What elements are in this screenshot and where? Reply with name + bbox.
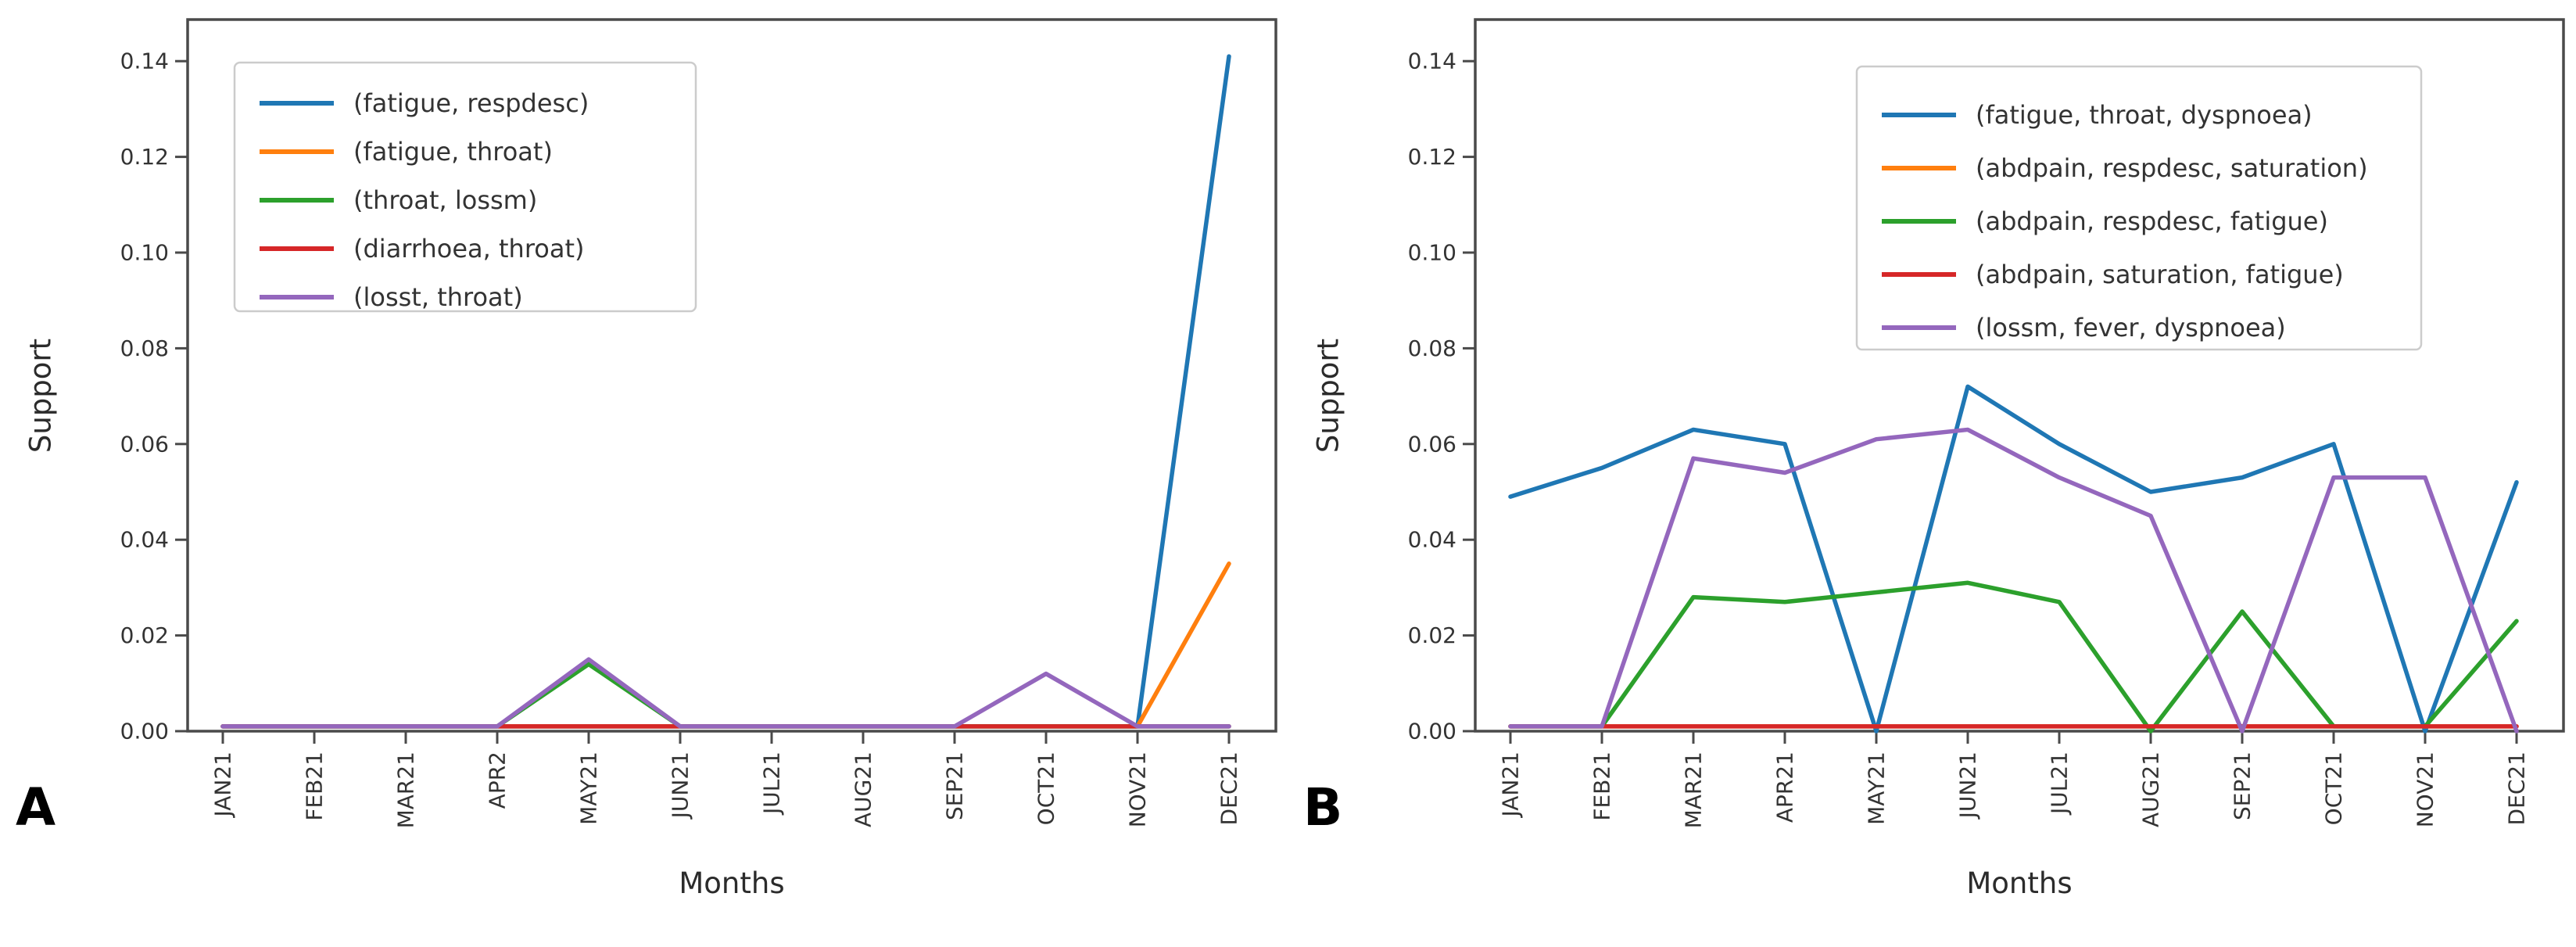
series-line-0 (1508, 384, 2519, 734)
x-tick-label: AUG21 (2138, 752, 2164, 827)
legend: (fatigue, throat, dyspnoea) (abdpain, res… (1855, 65, 2423, 351)
x-tick-label: JUL21 (2047, 752, 2073, 816)
x-tick-label: OCT21 (2321, 752, 2347, 825)
x-tick-label: NOV21 (2413, 752, 2438, 827)
x-tick-label: MAY21 (1864, 752, 1890, 825)
x-tick-label: JUL21 (759, 752, 785, 816)
x-tick-label: JUN21 (668, 752, 693, 820)
series-line-4 (1508, 427, 2519, 734)
legend-label: (abdpain, saturation, fatigue) (1976, 260, 2344, 289)
legend-label: (losst, throat) (353, 282, 523, 312)
x-tick-label: NOV21 (1125, 752, 1151, 827)
legend-label: (diarrhoea, throat) (353, 234, 584, 264)
legend-box (1855, 65, 2423, 351)
x-tick-label: DEC21 (1216, 752, 1242, 825)
series-line-4 (220, 657, 1231, 729)
legend-label: (lossm, fever, dyspnoea) (1976, 313, 2286, 343)
x-tick-label: OCT21 (1034, 752, 1059, 825)
panel-a-letter: A (16, 777, 56, 838)
legend-label: (abdpain, respdesc, fatigue) (1976, 206, 2328, 236)
x-tick-label: JAN21 (210, 752, 236, 819)
plot-box (186, 18, 1277, 733)
legend-label: (fatigue, throat, dyspnoea) (1976, 100, 2313, 130)
plot-box (1474, 18, 2565, 733)
panel-a-xlabel: Months (679, 866, 785, 900)
panel-b-ylabel: Support (1311, 338, 1345, 454)
x-tick-label: MAR21 (393, 752, 419, 828)
panel-b: 0.00 0.02 0.04 0.06 0.08 0.10 0.12 0.14 JAN21 FEB… (1288, 0, 2576, 947)
y-tick-label: 0.12 (1408, 144, 1456, 170)
x-tick-label: JAN21 (1498, 752, 1524, 819)
panel-b-xlabel: Months (1966, 866, 2073, 900)
y-tick-label: 0.06 (120, 431, 169, 457)
panel-a: 0.00 0.02 0.04 0.06 0.08 0.10 0.12 0.14 JAN21 FEB… (16, 18, 1277, 900)
x-tick-label: MAY21 (576, 752, 602, 825)
legend-label: (throat, lossm) (353, 185, 537, 215)
y-tick-label: 0.14 (120, 48, 169, 74)
y-tick-label: 0.10 (120, 240, 169, 266)
y-tick-label: 0.02 (120, 622, 169, 648)
y-tick-label: 0.00 (1408, 719, 1456, 744)
legend-label: (fatigue, respdesc) (353, 88, 589, 118)
panel-b-chart: 0.00 0.02 0.04 0.06 0.08 0.10 0.12 0.14 JAN21 FEB… (1408, 18, 2565, 828)
x-tick-label: SEP21 (942, 752, 968, 820)
panel-a-ylabel: Support (23, 338, 58, 454)
y-tick-label: 0.00 (120, 719, 169, 744)
y-tick-label: 0.04 (1408, 527, 1456, 553)
y-tick-label: 0.10 (1408, 240, 1456, 266)
series-line-1 (220, 561, 1231, 729)
y-tick-label: 0.14 (1408, 48, 1456, 74)
legend-label: (fatigue, throat) (353, 137, 553, 167)
series-line-2 (1508, 580, 2519, 734)
y-tick-label: 0.06 (1408, 431, 1456, 457)
legend: (fatigue, respdesc) (fatigue, throat) (thr… (233, 61, 697, 313)
series-line-2 (220, 662, 1231, 729)
x-tick-label: DEC21 (2504, 752, 2530, 825)
y-tick-label: 0.08 (1408, 335, 1456, 361)
legend-label: (abdpain, respdesc, saturation) (1976, 153, 2368, 183)
x-tick-label: MAR21 (1681, 752, 1707, 828)
y-tick-label: 0.08 (120, 335, 169, 361)
y-tick-label: 0.04 (120, 527, 169, 553)
x-tick-label: FEB21 (302, 752, 328, 821)
legend-box (233, 61, 697, 313)
x-tick-label: AUG21 (851, 752, 876, 827)
panel-b-letter: B (1303, 777, 1343, 838)
y-tick-label: 0.02 (1408, 622, 1456, 648)
y-tick-label: 0.12 (120, 144, 169, 170)
x-tick-label: JUN21 (1955, 752, 1981, 820)
x-tick-label: SEP21 (2230, 752, 2255, 820)
panel-a-chart: 0.00 0.02 0.04 0.06 0.08 0.10 0.12 0.14 JAN21 FEB… (120, 18, 1277, 828)
x-tick-label: FEB21 (1589, 752, 1615, 821)
x-tick-label: APR2 (485, 752, 511, 809)
x-tick-label: APR21 (1772, 752, 1798, 823)
